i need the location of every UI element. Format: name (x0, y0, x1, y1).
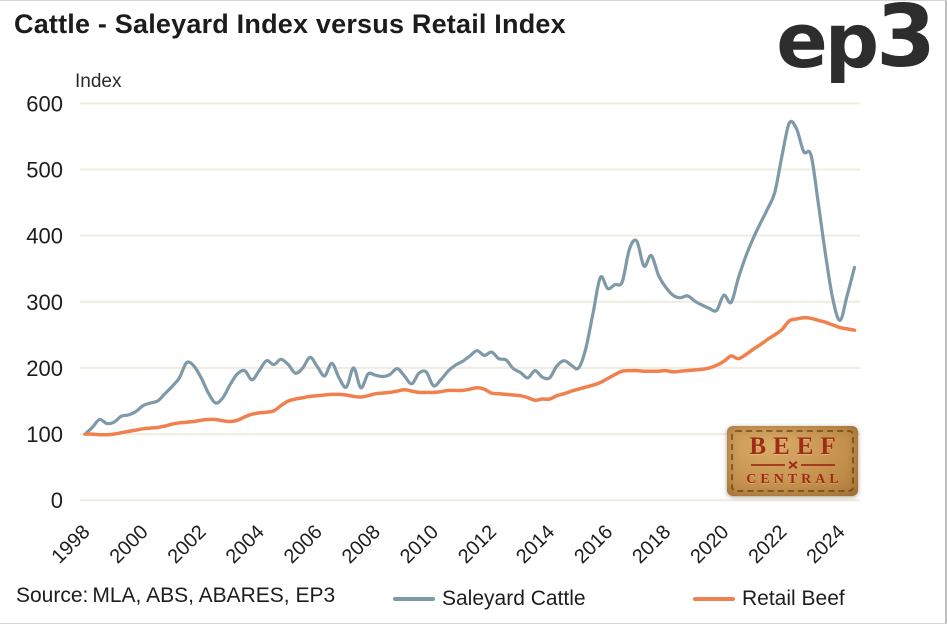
saleyard-line-swatch (393, 597, 435, 601)
x-tick-label: 2018 (628, 521, 675, 568)
y-tick-label: 0 (51, 488, 63, 513)
window-edge (945, 1, 947, 623)
x-tick-label: 1998 (48, 521, 95, 568)
y-axis-labels: 0 100 200 300 400 500 600 (26, 91, 63, 513)
series-line-retail-beef (83, 315, 857, 437)
legend-label-retail: Retail Beef (742, 587, 845, 610)
y-tick-label: 200 (26, 356, 63, 381)
y-tick-label: 500 (26, 158, 63, 183)
y-tick-label: 600 (26, 91, 63, 116)
y-tick-label: 100 (26, 422, 63, 447)
logo-text-ep: ep (776, 0, 879, 85)
legend: Saleyard Cattle Retail Beef (0, 587, 947, 617)
x-tick-label: 2004 (222, 521, 269, 568)
x-tick-label: 2024 (803, 521, 850, 568)
y-tick-label: 300 (26, 290, 63, 315)
x-tick-label: 2014 (512, 521, 559, 568)
source-note: Source: MLA, ABS, ABARES, EP3 (16, 584, 335, 608)
ep3-logo: ep3 (776, 0, 936, 87)
legend-item-saleyard: Saleyard Cattle (393, 587, 586, 611)
barbed-wire-divider-icon (750, 461, 835, 469)
legend-item-retail: Retail Beef (693, 587, 845, 611)
x-tick-label: 2002 (164, 521, 211, 568)
x-tick-label: 2020 (686, 521, 733, 568)
x-axis-labels: 1998 2000 2002 2004 2006 2008 2010 2012 2014 2016… (48, 521, 850, 568)
source-label: Source: (16, 584, 89, 607)
x-tick-label: 2022 (744, 521, 791, 568)
retail-line-swatch (693, 597, 735, 601)
x-tick-label: 2000 (106, 521, 153, 568)
y-tick-label: 400 (26, 224, 63, 249)
series-line-saleyard-cattle (83, 119, 857, 436)
legend-label-saleyard: Saleyard Cattle (442, 587, 586, 610)
logo-text-3: 3 (876, 0, 936, 87)
page-title: Cattle - Saleyard Index versus Retail In… (14, 9, 566, 39)
x-tick-label: 2010 (396, 521, 443, 568)
source-text: MLA, ABS, ABARES, EP3 (92, 584, 336, 607)
beef-central-watermark: BEEF CENTRAL (727, 426, 858, 496)
x-tick-label: 2006 (280, 521, 327, 568)
x-tick-label: 2012 (454, 521, 501, 568)
watermark-beef-text: BEEF (749, 433, 843, 460)
watermark-central-text: CENTRAL (746, 472, 843, 487)
x-tick-label: 2016 (570, 521, 617, 568)
x-tick-label: 2008 (338, 521, 385, 568)
y-axis-title: Index (75, 71, 122, 92)
